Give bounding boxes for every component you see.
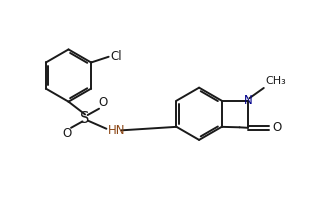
Text: HN: HN: [108, 124, 125, 137]
Text: O: O: [63, 127, 72, 140]
Text: Cl: Cl: [110, 50, 122, 63]
Text: N: N: [243, 94, 252, 107]
Text: CH₃: CH₃: [265, 76, 286, 86]
Text: O: O: [98, 96, 108, 109]
Text: S: S: [80, 111, 90, 126]
Text: O: O: [272, 121, 281, 134]
